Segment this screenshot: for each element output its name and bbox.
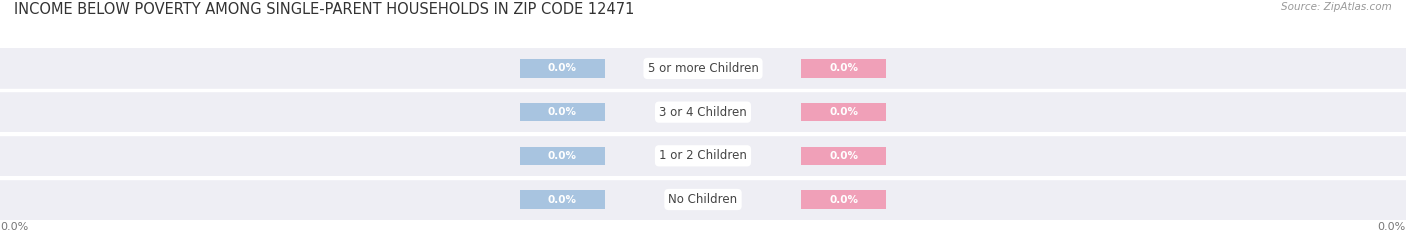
Text: 0.0%: 0.0% xyxy=(830,151,858,161)
Text: 0.0%: 0.0% xyxy=(830,195,858,205)
Bar xyxy=(801,59,886,78)
Bar xyxy=(520,147,605,165)
Bar xyxy=(0,179,1406,219)
Text: 5 or more Children: 5 or more Children xyxy=(648,62,758,75)
Bar xyxy=(520,59,605,78)
Bar xyxy=(0,136,1406,176)
Bar xyxy=(0,92,1406,132)
Text: 0.0%: 0.0% xyxy=(830,107,858,117)
Text: 3 or 4 Children: 3 or 4 Children xyxy=(659,106,747,119)
Text: 1 or 2 Children: 1 or 2 Children xyxy=(659,149,747,162)
Bar xyxy=(0,48,1406,89)
Text: 0.0%: 0.0% xyxy=(548,63,576,73)
Bar xyxy=(520,103,605,121)
Text: 0.0%: 0.0% xyxy=(1378,222,1406,232)
Text: 0.0%: 0.0% xyxy=(830,63,858,73)
Text: Source: ZipAtlas.com: Source: ZipAtlas.com xyxy=(1281,2,1392,12)
Bar xyxy=(801,147,886,165)
Bar xyxy=(520,190,605,209)
Text: 0.0%: 0.0% xyxy=(548,107,576,117)
Text: No Children: No Children xyxy=(668,193,738,206)
Bar xyxy=(801,103,886,121)
Text: 0.0%: 0.0% xyxy=(548,151,576,161)
Bar xyxy=(801,190,886,209)
Text: 0.0%: 0.0% xyxy=(0,222,28,232)
Text: INCOME BELOW POVERTY AMONG SINGLE-PARENT HOUSEHOLDS IN ZIP CODE 12471: INCOME BELOW POVERTY AMONG SINGLE-PARENT… xyxy=(14,2,634,17)
Text: 0.0%: 0.0% xyxy=(548,195,576,205)
